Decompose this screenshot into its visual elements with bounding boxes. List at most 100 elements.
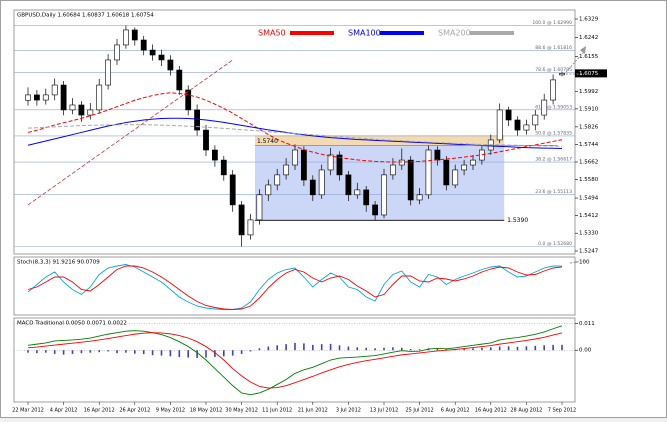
candle-body xyxy=(381,174,387,216)
x-tick-label: 3 Jul 2012 xyxy=(336,408,361,414)
histogram-bar xyxy=(267,346,270,351)
histogram-bar xyxy=(498,346,501,351)
candle-body xyxy=(167,59,174,71)
candle-body xyxy=(51,84,58,96)
plot-layer: 100.0 @ 1.62990 88.6 @ 1.61816 78.6 @ 1.60… xyxy=(12,17,607,414)
histogram-bar xyxy=(365,347,367,351)
candle-body xyxy=(238,204,245,236)
fib-label: 50.0 @ 1.57835 xyxy=(535,130,572,136)
fib-label: 23.6 @ 1.55113 xyxy=(535,189,572,195)
x-tick-label: 4 Apr 2012 xyxy=(50,408,78,414)
candle-body xyxy=(327,154,334,171)
histogram-bar xyxy=(27,350,29,353)
y-tick-label: 1.5580 xyxy=(579,177,599,183)
histogram-bar xyxy=(142,350,145,355)
histogram-bar xyxy=(71,350,74,354)
candle-body xyxy=(496,109,503,141)
legend-swatch xyxy=(380,31,424,35)
legend-label: SMA50 xyxy=(258,29,286,38)
candle-body xyxy=(318,169,325,196)
x-tick-label: 16 Apr 2012 xyxy=(84,408,115,414)
histogram-bar xyxy=(347,346,350,351)
candle-body xyxy=(532,114,539,126)
fib-label: 61.8 @ 1.59053 xyxy=(535,104,572,110)
candle-body xyxy=(443,159,450,186)
candle-body xyxy=(336,154,343,176)
candle-body xyxy=(265,184,272,196)
indicator-line xyxy=(27,325,563,396)
histogram-bar xyxy=(418,349,421,351)
indicator-line xyxy=(27,265,563,310)
y-tick-label: 1.5992 xyxy=(579,89,598,95)
x-tick-label: 11 Jun 2012 xyxy=(262,408,292,414)
histogram-bar xyxy=(490,347,492,351)
candle-body xyxy=(176,69,183,91)
histogram-bar xyxy=(409,349,412,351)
candle-body xyxy=(345,174,352,196)
candle-body xyxy=(461,164,467,171)
candle-body xyxy=(274,174,281,186)
last-price-box xyxy=(575,69,607,78)
histogram-bar xyxy=(445,349,448,351)
level-label: 1.5390 xyxy=(507,217,528,224)
macd-panel xyxy=(13,317,576,403)
candle-body xyxy=(256,194,263,221)
candle-body xyxy=(33,94,40,101)
y-tick-label: 1.5744 xyxy=(579,142,599,148)
candle-body xyxy=(140,39,147,51)
level-label: 1.5740 xyxy=(257,138,278,145)
candle-body xyxy=(247,219,254,236)
x-tick-label: 26 Apr 2012 xyxy=(119,408,150,414)
histogram-bar xyxy=(303,343,305,351)
candle-body xyxy=(292,149,298,166)
candle-body xyxy=(434,149,441,161)
sma-line xyxy=(27,124,563,147)
histogram-bar xyxy=(45,350,47,353)
candle-body xyxy=(60,84,67,111)
candle-body xyxy=(194,109,200,131)
candle-body xyxy=(309,179,316,196)
histogram-bar xyxy=(258,348,261,351)
candle-body xyxy=(407,159,414,201)
x-tick-label: 7 Sep 2012 xyxy=(548,408,577,414)
candle-body xyxy=(229,174,236,206)
histogram-bar xyxy=(507,346,510,351)
candle-body xyxy=(505,109,512,121)
candle-body xyxy=(389,164,396,176)
candle-body xyxy=(42,94,49,101)
candle-body xyxy=(541,99,548,116)
histogram-bar xyxy=(392,347,394,351)
candle-body xyxy=(114,44,120,61)
histogram-bar xyxy=(116,350,118,354)
histogram-bar xyxy=(187,350,189,358)
histogram-bar xyxy=(516,346,519,351)
candle-body xyxy=(78,104,85,116)
y-tick-label: 1.5662 xyxy=(579,160,598,166)
histogram-bar xyxy=(472,348,474,351)
fib-label: 38.2 @ 1.56617 xyxy=(535,157,572,163)
histogram-bar xyxy=(80,350,83,354)
candle-body xyxy=(470,159,476,166)
histogram-bar xyxy=(285,344,287,351)
candle-body xyxy=(372,204,378,216)
y-tick-label: 1.6242 xyxy=(579,35,598,41)
histogram-bar xyxy=(436,348,439,351)
histogram-bar xyxy=(329,343,332,351)
candle-body xyxy=(283,164,289,176)
histogram-bar xyxy=(62,350,65,355)
histogram-bar xyxy=(383,347,385,351)
legend-swatch xyxy=(470,31,514,35)
candle-body xyxy=(220,159,227,176)
last-price-label: 1.6075 xyxy=(579,71,599,77)
histogram-bar xyxy=(151,350,154,356)
histogram-bar xyxy=(53,350,56,354)
histogram-bar xyxy=(178,350,181,358)
y-tick-label: 1.6329 xyxy=(579,17,599,23)
x-tick-label: 9 May 2012 xyxy=(156,408,185,414)
candle-body xyxy=(550,79,556,101)
histogram-bar xyxy=(534,345,537,351)
x-tick-label: 30 May 2012 xyxy=(225,408,258,414)
indicator-line xyxy=(27,332,563,389)
x-tick-label: 6 Aug 2012 xyxy=(441,408,470,414)
